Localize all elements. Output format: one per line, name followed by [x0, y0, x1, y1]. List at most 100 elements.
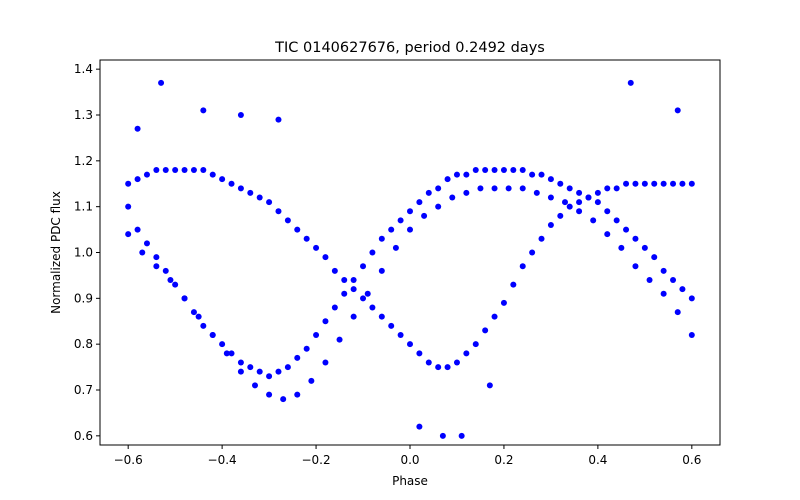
y-tick-label: 0.9: [74, 291, 93, 305]
data-point: [623, 226, 630, 233]
data-point: [162, 267, 169, 274]
data-point: [641, 180, 648, 187]
data-point: [303, 345, 310, 352]
data-point: [256, 194, 263, 201]
y-tick-label: 1.4: [74, 62, 93, 76]
data-point: [519, 263, 526, 270]
x-tick-label: 0.0: [400, 453, 419, 467]
data-point: [472, 167, 479, 173]
data-point: [613, 217, 620, 224]
data-point: [266, 373, 273, 380]
data-point: [219, 341, 226, 348]
data-point: [679, 286, 686, 293]
y-tick-label: 1.2: [74, 154, 93, 168]
data-point: [341, 277, 348, 283]
data-point: [576, 189, 583, 196]
x-tick-label: 0.6: [682, 453, 701, 467]
y-tick-label: 1.3: [74, 108, 93, 122]
data-point: [519, 167, 526, 173]
data-point: [482, 167, 489, 173]
data-point: [613, 185, 620, 192]
data-point: [632, 235, 639, 242]
data-point: [627, 79, 634, 86]
data-point: [674, 309, 681, 316]
x-axis-label: Phase: [392, 474, 428, 488]
data-point: [594, 199, 601, 206]
data-point: [153, 167, 160, 173]
data-point: [604, 231, 611, 238]
data-point: [566, 185, 573, 192]
data-point: [350, 277, 357, 283]
data-point: [674, 107, 681, 114]
data-point: [576, 199, 583, 206]
data-point: [139, 249, 146, 256]
data-point: [576, 208, 583, 215]
data-point: [444, 176, 451, 183]
data-point: [247, 364, 254, 371]
data-point: [388, 226, 395, 233]
data-point: [590, 217, 597, 224]
data-point: [153, 254, 160, 261]
data-point: [134, 226, 141, 233]
data-point: [336, 336, 343, 343]
data-point: [407, 226, 413, 233]
data-point: [322, 254, 329, 261]
data-point: [604, 208, 611, 215]
data-point: [646, 277, 653, 283]
data-point: [153, 263, 160, 270]
data-point: [453, 359, 460, 366]
data-point: [486, 382, 493, 389]
data-point: [378, 267, 385, 274]
x-tick-label: −0.4: [208, 453, 237, 467]
data-point: [275, 208, 282, 215]
data-point: [322, 359, 329, 366]
data-point: [266, 199, 273, 206]
data-point: [388, 322, 395, 329]
data-point: [651, 180, 658, 187]
data-point: [477, 185, 484, 192]
data-point: [416, 423, 423, 430]
y-tick-label: 0.7: [74, 383, 93, 397]
data-point: [360, 263, 367, 270]
data-point: [378, 235, 385, 242]
data-point: [670, 277, 677, 283]
data-point: [252, 382, 258, 389]
data-point: [604, 185, 611, 192]
data-point: [284, 217, 291, 224]
data-point: [491, 185, 498, 192]
data-point: [219, 176, 226, 183]
data-point: [350, 313, 357, 320]
data-point: [275, 368, 282, 375]
data-point: [350, 286, 357, 293]
data-point: [294, 354, 301, 361]
data-point: [435, 364, 442, 371]
data-point: [449, 194, 456, 201]
data-point: [313, 332, 320, 338]
data-point: [491, 167, 498, 173]
data-point: [425, 189, 432, 196]
data-point: [143, 171, 150, 178]
data-point: [688, 180, 695, 187]
data-point: [688, 295, 695, 302]
scatter-points: [125, 79, 695, 439]
data-point: [547, 176, 554, 183]
x-axis-ticks: −0.6 −0.4 −0.2 0.0 0.2 0.4 0.6: [114, 445, 701, 467]
data-point: [510, 281, 517, 288]
data-point: [228, 350, 235, 357]
y-tick-label: 0.6: [74, 429, 93, 443]
data-point: [266, 391, 273, 398]
data-point: [439, 432, 446, 439]
y-axis-label: Normalized PDC flux: [49, 191, 63, 314]
data-point: [407, 208, 413, 215]
data-point: [397, 332, 404, 338]
data-point: [223, 350, 230, 357]
data-point: [308, 377, 315, 384]
data-point: [416, 199, 423, 206]
data-point: [294, 226, 301, 233]
data-point: [566, 203, 573, 210]
data-point: [533, 189, 540, 196]
data-point: [407, 341, 413, 348]
y-tick-label: 0.8: [74, 337, 93, 351]
data-point: [303, 235, 310, 242]
data-point: [125, 231, 132, 238]
